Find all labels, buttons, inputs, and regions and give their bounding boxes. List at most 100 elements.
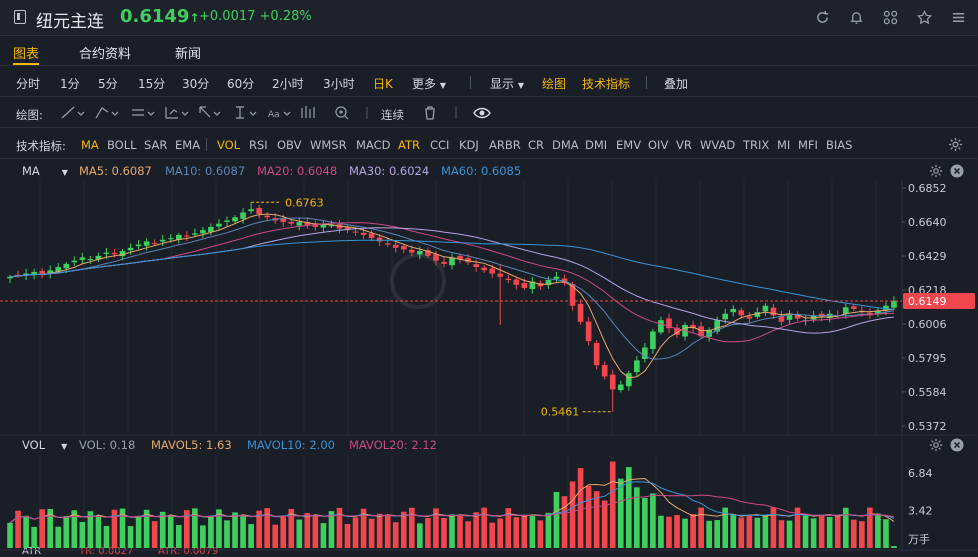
candle xyxy=(577,303,584,322)
indicator-obv[interactable]: OBV xyxy=(277,138,302,152)
watermark-logo xyxy=(390,253,446,309)
indicator-emv[interactable]: EMV xyxy=(616,138,642,152)
volume-bar xyxy=(545,512,552,548)
volume-bar xyxy=(79,522,86,548)
candle xyxy=(433,254,439,261)
period-2h[interactable]: 2小时 xyxy=(272,77,304,91)
price-chart[interactable]: 0.68520.66400.64290.62180.60060.57950.55… xyxy=(0,160,978,553)
indicator-bias[interactable]: BIAS xyxy=(826,138,853,152)
volume-bar xyxy=(569,481,576,548)
indicator-vol[interactable]: VOL xyxy=(217,138,241,152)
candle xyxy=(175,234,182,240)
period-30min[interactable]: 30分 xyxy=(182,77,210,91)
indicator-atr[interactable]: ATR xyxy=(398,138,420,152)
refresh-icon[interactable] xyxy=(812,7,832,27)
indicator-mi[interactable]: MI xyxy=(777,138,791,152)
atr-indicator-select[interactable]: ATR xyxy=(22,546,42,557)
indicator-ma[interactable]: MA xyxy=(81,138,99,152)
indicator-wvad[interactable]: WVAD xyxy=(700,138,736,152)
grid-icon[interactable] xyxy=(880,7,900,27)
candle xyxy=(666,318,672,329)
candle xyxy=(119,251,126,257)
indicator-vr[interactable]: VR xyxy=(676,138,692,152)
candle xyxy=(593,343,600,366)
period-timeshare[interactable]: 分时 xyxy=(16,77,41,91)
drawing-tools[interactable]: Aa xyxy=(60,104,480,122)
bell-icon[interactable] xyxy=(846,7,866,27)
indicator-ema[interactable]: EMA xyxy=(175,138,201,152)
indicator-boll[interactable]: BOLL xyxy=(107,138,137,152)
close-icon[interactable] xyxy=(950,164,964,178)
tab-chart[interactable]: 图表 xyxy=(13,47,40,62)
volume-bar xyxy=(256,510,262,548)
tab-news[interactable]: 新闻 xyxy=(175,47,202,62)
trash-icon[interactable] xyxy=(423,106,437,120)
candle xyxy=(634,360,640,373)
candle xyxy=(609,374,616,390)
volume-bar xyxy=(537,520,544,548)
indicator-rsi[interactable]: RSI xyxy=(249,138,268,152)
volume-bar xyxy=(7,522,13,548)
indicator-cr[interactable]: CR xyxy=(528,138,545,152)
indicator-dma[interactable]: DMA xyxy=(552,138,579,152)
indicator-macd[interactable]: MACD xyxy=(356,138,391,152)
indicator-arbr[interactable]: ARBR xyxy=(489,138,521,152)
period-more[interactable]: 更多 ▼ xyxy=(412,77,446,91)
continuous-toggle[interactable]: 连续 xyxy=(381,108,404,122)
period-1min[interactable]: 1分 xyxy=(60,77,80,91)
ma-value-1: MA10: 0.6087 xyxy=(165,164,246,178)
period-5min[interactable]: 5分 xyxy=(98,77,118,91)
candle xyxy=(441,261,447,264)
volume-bar xyxy=(449,514,455,548)
period-60min[interactable]: 60分 xyxy=(227,77,255,91)
volume-bar xyxy=(264,508,270,548)
candle xyxy=(529,281,536,290)
volume-bar xyxy=(770,507,777,548)
indicator-trix[interactable]: TRIX xyxy=(743,138,770,152)
period-daily[interactable]: 日K xyxy=(373,77,393,91)
vol-indicator-select[interactable]: VOL ▼ xyxy=(22,438,68,452)
indicator-sar[interactable]: SAR xyxy=(144,138,168,152)
period-3h[interactable]: 3小时 xyxy=(323,77,355,91)
y-tick-label: 0.6640 xyxy=(908,216,947,229)
period-15min[interactable]: 15分 xyxy=(138,77,166,91)
volume-bar xyxy=(328,511,335,548)
gear-icon[interactable] xyxy=(948,137,963,152)
candle xyxy=(376,237,383,242)
candle xyxy=(457,255,463,260)
indicator-mfi[interactable]: MFI xyxy=(798,138,818,152)
close-icon[interactable] xyxy=(950,438,964,452)
volume-bar xyxy=(722,507,729,548)
y-tick-label: 0.5584 xyxy=(908,386,947,399)
tab-contract-info[interactable]: 合约资料 xyxy=(79,47,132,62)
volume-bar xyxy=(368,518,375,548)
high-marker-label: 0.6763 xyxy=(285,196,324,209)
gear-icon[interactable] xyxy=(929,438,943,452)
volume-bar xyxy=(344,523,351,548)
indicator-dmi[interactable]: DMI xyxy=(585,138,608,152)
ma-indicator-select[interactable]: MA ▼ xyxy=(22,164,68,178)
volume-bar xyxy=(553,491,560,548)
volume-bar xyxy=(714,520,721,548)
volume-bar xyxy=(47,508,54,548)
volume-bar xyxy=(39,509,45,548)
indicator-oiv[interactable]: OIV xyxy=(648,138,669,152)
drawing-toggle[interactable]: 绘图 xyxy=(542,77,567,91)
gear-icon[interactable] xyxy=(929,164,943,178)
eye-icon[interactable] xyxy=(473,106,491,120)
indicator-kdj[interactable]: KDJ xyxy=(459,138,479,152)
candle xyxy=(625,373,632,387)
volume-bar xyxy=(409,507,415,548)
star-icon[interactable] xyxy=(914,7,934,27)
menu-icon[interactable] xyxy=(948,7,968,27)
overlay-button[interactable]: 叠加 xyxy=(664,77,689,91)
candle xyxy=(87,259,94,261)
indicators-toggle[interactable]: 技术指标 xyxy=(582,77,631,91)
indicator-wmsr[interactable]: WMSR xyxy=(310,138,347,152)
indicator-cci[interactable]: CCI xyxy=(430,138,450,152)
candle xyxy=(352,231,359,233)
candle xyxy=(746,316,753,319)
volume-bar xyxy=(208,516,214,548)
candle xyxy=(79,257,86,260)
display-menu[interactable]: 显示 ▼ xyxy=(490,77,524,91)
